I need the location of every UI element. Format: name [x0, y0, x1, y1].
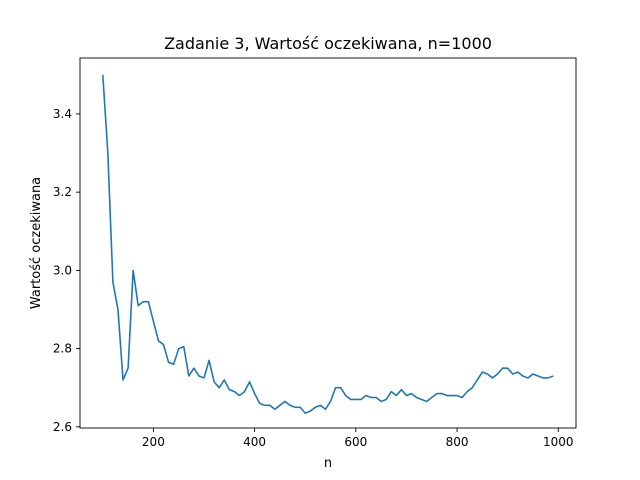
plot-frame [79, 57, 577, 429]
series-line-0 [101, 74, 554, 414]
y-axis-label: Wartość oczekiwana [29, 177, 44, 309]
y-tick-label: 3.2 [53, 185, 72, 199]
y-tick-label: 2.6 [53, 420, 72, 434]
x-tick-label: 1000 [543, 435, 574, 449]
x-tick-label: 200 [142, 435, 165, 449]
x-tick-label: 800 [446, 435, 469, 449]
x-tick-label: 600 [344, 435, 367, 449]
x-axis-label: n [324, 456, 332, 471]
x-tick-label: 400 [243, 435, 266, 449]
plot-area [101, 74, 554, 414]
x-axis: 200 400 600 800 1000 [142, 428, 574, 449]
y-tick-label: 3.0 [53, 263, 72, 277]
y-axis: 2.6 2.8 3.0 3.2 3.4 [53, 107, 80, 434]
y-tick-label: 2.8 [53, 342, 72, 356]
chart-title: Zadanie 3, Wartość oczekiwana, n=1000 [164, 34, 492, 53]
y-tick-label: 3.4 [53, 107, 72, 121]
